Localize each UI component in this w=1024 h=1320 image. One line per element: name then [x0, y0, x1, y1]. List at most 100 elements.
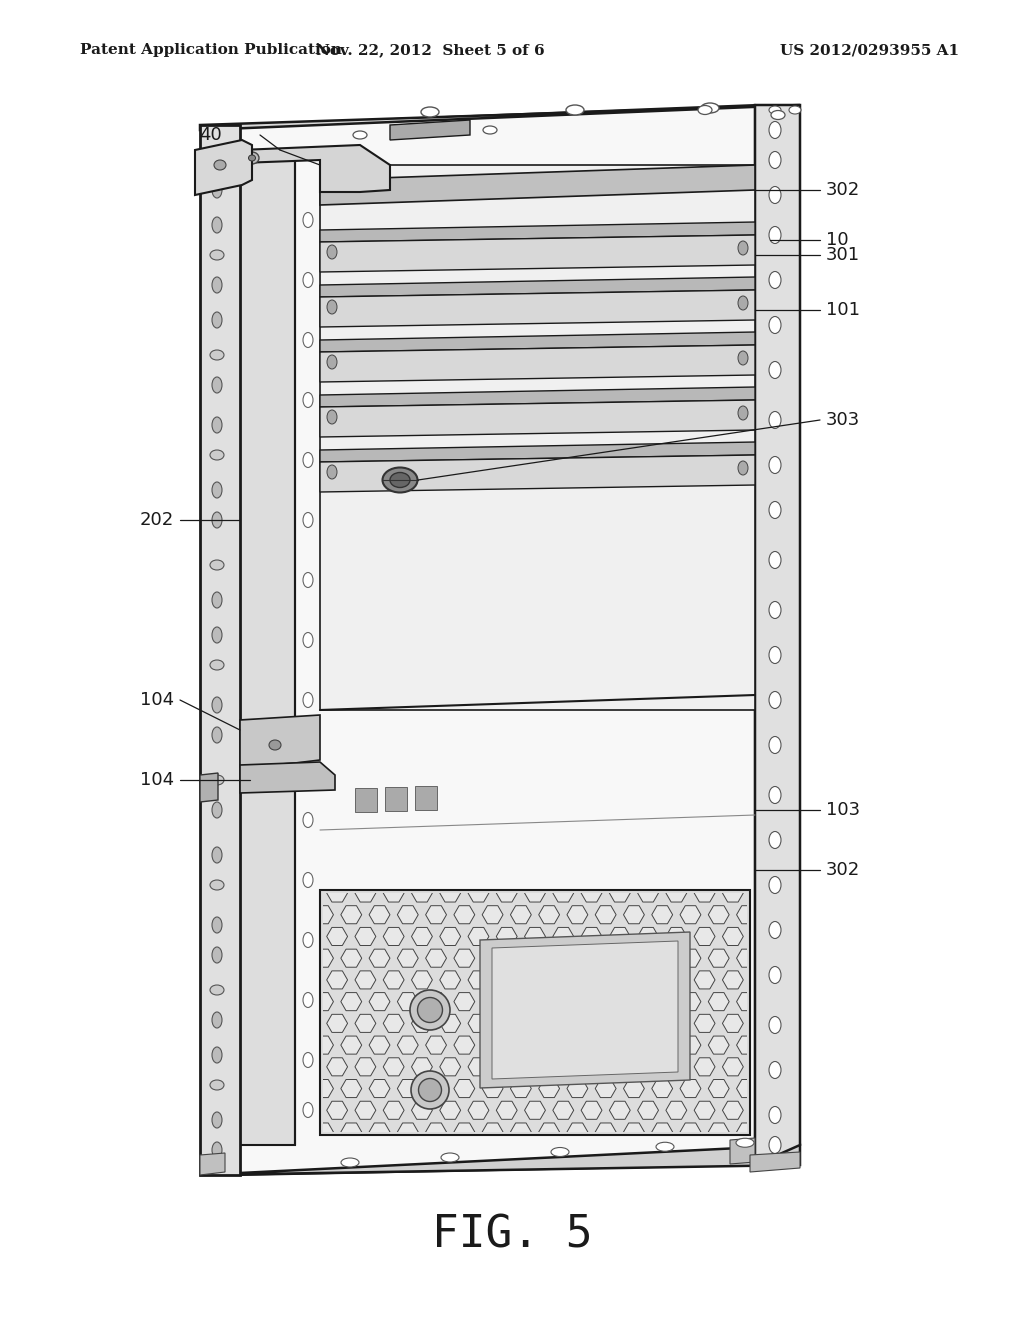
Polygon shape [369, 993, 390, 1011]
Polygon shape [751, 1057, 771, 1076]
Polygon shape [355, 1057, 376, 1076]
Polygon shape [236, 713, 248, 723]
Polygon shape [355, 972, 376, 989]
Polygon shape [510, 1123, 531, 1140]
Polygon shape [255, 853, 267, 863]
Polygon shape [319, 290, 755, 327]
Polygon shape [293, 809, 305, 820]
Polygon shape [412, 884, 432, 902]
Polygon shape [293, 896, 305, 907]
Ellipse shape [769, 876, 781, 894]
Polygon shape [369, 1080, 390, 1097]
Ellipse shape [769, 106, 781, 114]
Polygon shape [249, 713, 261, 723]
Polygon shape [666, 928, 687, 945]
Polygon shape [255, 809, 267, 820]
Polygon shape [567, 949, 588, 968]
Polygon shape [736, 1080, 758, 1097]
Ellipse shape [769, 1137, 781, 1154]
Polygon shape [261, 713, 273, 723]
Text: 202: 202 [139, 511, 174, 529]
Polygon shape [750, 1152, 800, 1172]
Text: 40: 40 [200, 125, 222, 144]
Polygon shape [524, 1057, 546, 1076]
Polygon shape [439, 972, 461, 989]
Polygon shape [255, 684, 267, 696]
Ellipse shape [769, 921, 781, 939]
Ellipse shape [566, 106, 584, 115]
Polygon shape [261, 543, 273, 553]
Polygon shape [666, 884, 687, 902]
Polygon shape [439, 884, 461, 902]
Polygon shape [267, 1028, 280, 1039]
Polygon shape [281, 231, 293, 242]
Polygon shape [412, 1057, 432, 1076]
Polygon shape [249, 486, 261, 496]
Ellipse shape [245, 152, 259, 164]
Ellipse shape [769, 832, 781, 849]
Polygon shape [482, 1080, 503, 1097]
Polygon shape [581, 928, 602, 945]
Polygon shape [319, 744, 755, 884]
Polygon shape [666, 1101, 687, 1119]
Ellipse shape [738, 351, 748, 366]
Polygon shape [319, 235, 755, 272]
Polygon shape [243, 458, 255, 469]
Polygon shape [243, 985, 255, 995]
Polygon shape [249, 962, 261, 973]
Polygon shape [255, 1028, 267, 1039]
Polygon shape [243, 231, 255, 242]
Polygon shape [236, 374, 248, 384]
Polygon shape [383, 928, 404, 945]
Polygon shape [468, 928, 488, 945]
Ellipse shape [214, 160, 226, 170]
Polygon shape [553, 972, 573, 989]
Polygon shape [293, 985, 305, 995]
Polygon shape [267, 176, 280, 186]
Polygon shape [249, 260, 261, 271]
Polygon shape [385, 787, 407, 810]
Polygon shape [709, 993, 729, 1011]
Ellipse shape [210, 160, 224, 170]
Ellipse shape [736, 1138, 754, 1147]
Polygon shape [755, 106, 800, 1166]
Polygon shape [281, 940, 293, 950]
Polygon shape [369, 949, 390, 968]
Polygon shape [651, 1080, 673, 1097]
Ellipse shape [769, 1061, 781, 1078]
Polygon shape [281, 401, 293, 412]
Polygon shape [261, 919, 273, 929]
Polygon shape [293, 684, 305, 696]
Polygon shape [281, 1072, 293, 1082]
Polygon shape [638, 928, 658, 945]
Polygon shape [293, 853, 305, 863]
Polygon shape [240, 150, 295, 719]
Ellipse shape [210, 1080, 224, 1090]
Polygon shape [426, 1036, 446, 1055]
Polygon shape [539, 949, 559, 968]
Polygon shape [281, 985, 293, 995]
Ellipse shape [269, 741, 281, 750]
Polygon shape [694, 928, 715, 945]
Polygon shape [195, 140, 252, 195]
Ellipse shape [769, 1016, 781, 1034]
Ellipse shape [769, 186, 781, 203]
Polygon shape [454, 906, 475, 924]
Polygon shape [255, 985, 267, 995]
Polygon shape [426, 993, 446, 1011]
Polygon shape [397, 1123, 418, 1140]
Text: 10: 10 [826, 231, 849, 249]
Polygon shape [341, 1036, 361, 1055]
Polygon shape [293, 288, 305, 298]
Polygon shape [426, 1080, 446, 1097]
Polygon shape [595, 1080, 616, 1097]
Polygon shape [319, 222, 755, 242]
Polygon shape [341, 1123, 361, 1140]
Polygon shape [293, 515, 305, 525]
Ellipse shape [551, 1147, 569, 1156]
Polygon shape [624, 1123, 644, 1140]
Polygon shape [355, 1101, 376, 1119]
Ellipse shape [419, 1078, 441, 1101]
Polygon shape [293, 1028, 305, 1039]
Ellipse shape [353, 131, 367, 139]
